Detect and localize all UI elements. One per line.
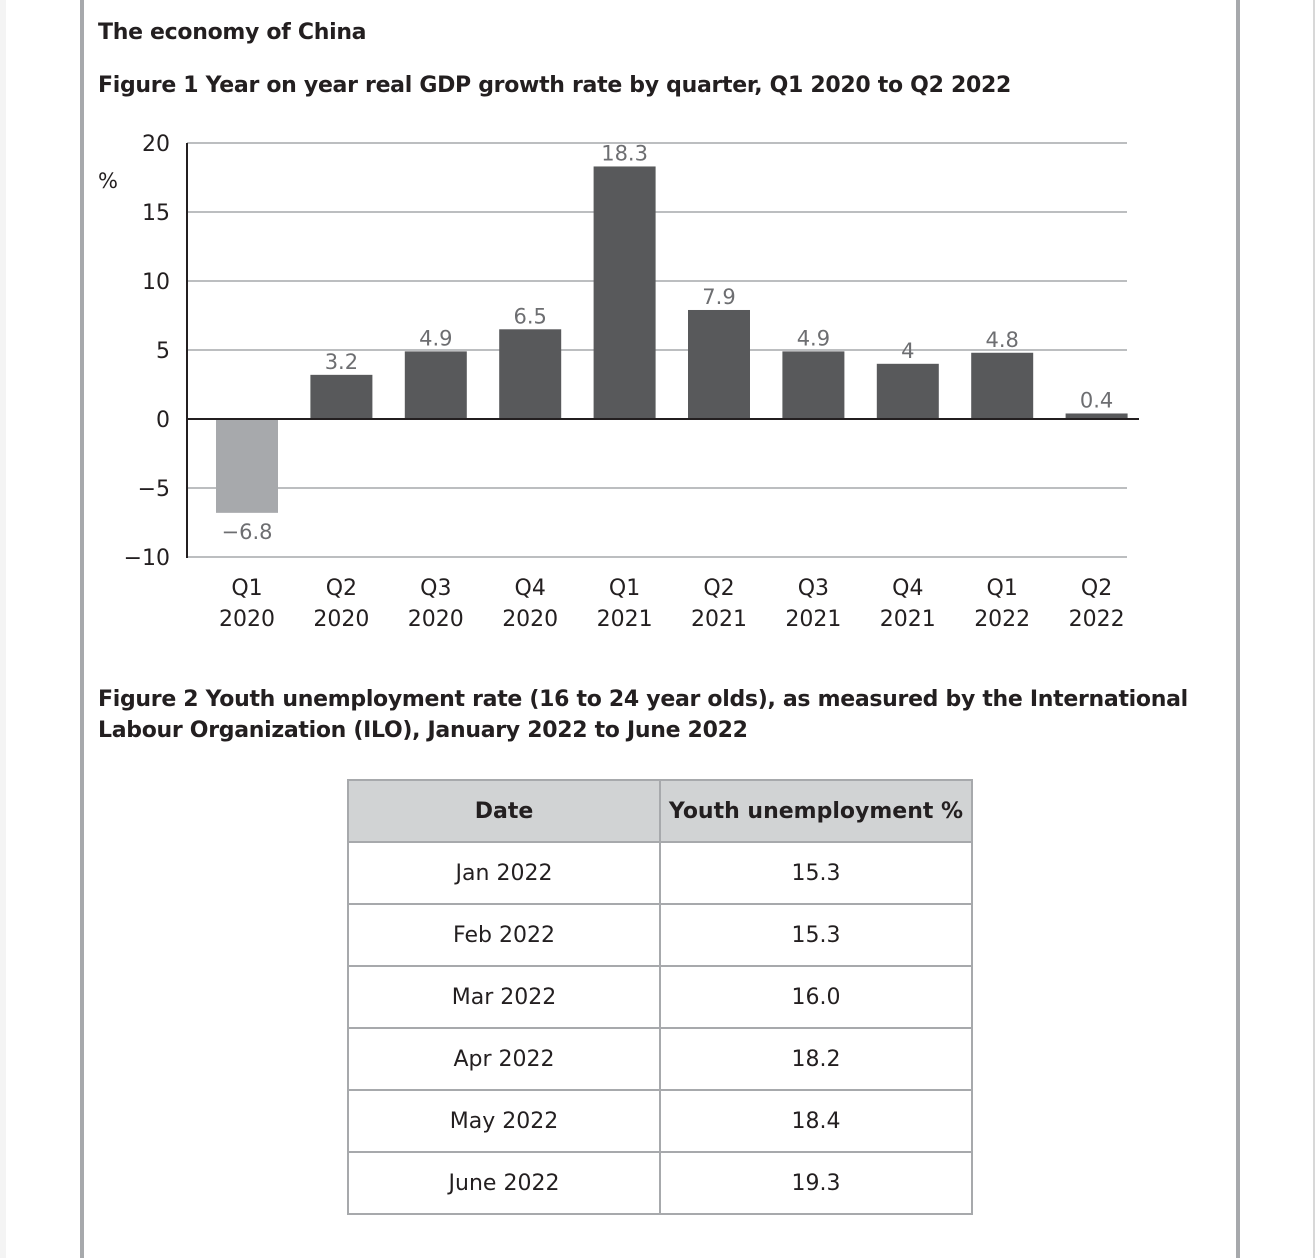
page-border-left (80, 0, 84, 1258)
table-header-row: Date Youth unemployment % (347, 779, 973, 843)
section-heading: The economy of China (98, 20, 367, 45)
bar (499, 329, 562, 419)
cell-date: Apr 2022 (347, 1027, 661, 1091)
header-date: Date (347, 779, 661, 843)
x-tick-year: 2021 (880, 607, 936, 632)
x-tick-year: 2020 (219, 607, 275, 632)
x-tick-year: 2022 (974, 607, 1030, 632)
data-label: 18.3 (601, 141, 648, 165)
bar (876, 363, 939, 419)
header-youth-unemployment: Youth unemployment % (659, 779, 973, 843)
data-label: 4.9 (419, 326, 452, 350)
cell-date: Feb 2022 (347, 903, 661, 967)
data-label: 4.8 (985, 328, 1018, 352)
bar (593, 166, 656, 419)
x-tick-quarter: Q3 (420, 576, 451, 601)
cell-date: May 2022 (347, 1089, 661, 1153)
y-axis-label: % (98, 169, 118, 193)
x-tick-quarter: Q2 (1081, 576, 1112, 601)
bar (782, 351, 845, 419)
cell-date: Jan 2022 (347, 841, 661, 905)
cell-rate: 18.2 (659, 1027, 973, 1091)
bar (404, 351, 467, 419)
cell-rate: 19.3 (659, 1151, 973, 1215)
x-tick-quarter: Q2 (326, 576, 357, 601)
x-tick-year: 2022 (1069, 607, 1125, 632)
page-edge (0, 0, 6, 1258)
x-tick-quarter: Q4 (515, 576, 546, 601)
x-tick-year: 2021 (691, 607, 747, 632)
y-tick-label: 15 (142, 201, 170, 226)
table-row: Jan 2022 15.3 (347, 841, 973, 905)
x-tick-year: 2021 (785, 607, 841, 632)
y-tick-label: 10 (142, 270, 170, 295)
x-tick-quarter: Q1 (609, 576, 640, 601)
scroll-edge (1313, 0, 1315, 1258)
data-label: 4 (901, 339, 914, 363)
figure1-title: Figure 1 Year on year real GDP growth ra… (98, 73, 1011, 98)
bar (688, 309, 750, 419)
y-tick-label: 5 (156, 339, 170, 364)
data-label: 4.9 (797, 326, 830, 350)
table-row: Mar 2022 16.0 (347, 965, 973, 1029)
cell-rate: 16.0 (659, 965, 973, 1029)
table-row: May 2022 18.4 (347, 1089, 973, 1153)
x-tick-quarter: Q2 (703, 576, 734, 601)
bar (971, 352, 1034, 419)
table-row: Feb 2022 15.3 (347, 903, 973, 967)
y-tick-label: −5 (138, 477, 170, 502)
bar (1065, 413, 1128, 419)
cell-rate: 15.3 (659, 903, 973, 967)
gdp-bar-chart: 20 15 10 5 0 −5 −10% −6.8 Q1 2020 3.2 Q2 2020 4.9 Q3 20… (98, 132, 1139, 632)
bar (310, 374, 373, 419)
cell-date: June 2022 (347, 1151, 661, 1215)
x-tick-quarter: Q4 (892, 576, 923, 601)
data-label: −6.8 (222, 520, 273, 544)
table-row: June 2022 19.3 (347, 1151, 973, 1215)
cell-rate: 18.4 (659, 1089, 973, 1153)
x-tick-year: 2020 (408, 607, 464, 632)
youth-unemployment-table: Date Youth unemployment % Jan 2022 15.3 Fe… (347, 779, 973, 1215)
x-tick-quarter: Q1 (231, 576, 262, 601)
data-label: 6.5 (513, 304, 546, 328)
x-tick-year: 2020 (313, 607, 369, 632)
x-tick-quarter: Q1 (987, 576, 1018, 601)
data-label: 7.9 (702, 285, 735, 309)
x-tick-year: 2020 (502, 607, 558, 632)
cell-date: Mar 2022 (347, 965, 661, 1029)
y-tick-label: 0 (156, 408, 170, 433)
y-tick-label: 20 (142, 132, 170, 157)
data-label: 0.4 (1080, 388, 1113, 412)
x-tick-quarter: Q3 (798, 576, 829, 601)
figure2-title: Figure 2 Youth unemployment rate (16 to … (98, 687, 1188, 743)
table-row: Apr 2022 18.2 (347, 1027, 973, 1091)
cell-rate: 15.3 (659, 841, 973, 905)
bar (216, 419, 278, 513)
x-tick-year: 2021 (597, 607, 653, 632)
y-tick-label: −10 (124, 546, 170, 571)
page-border-right (1236, 0, 1240, 1258)
data-label: 3.2 (325, 350, 358, 374)
